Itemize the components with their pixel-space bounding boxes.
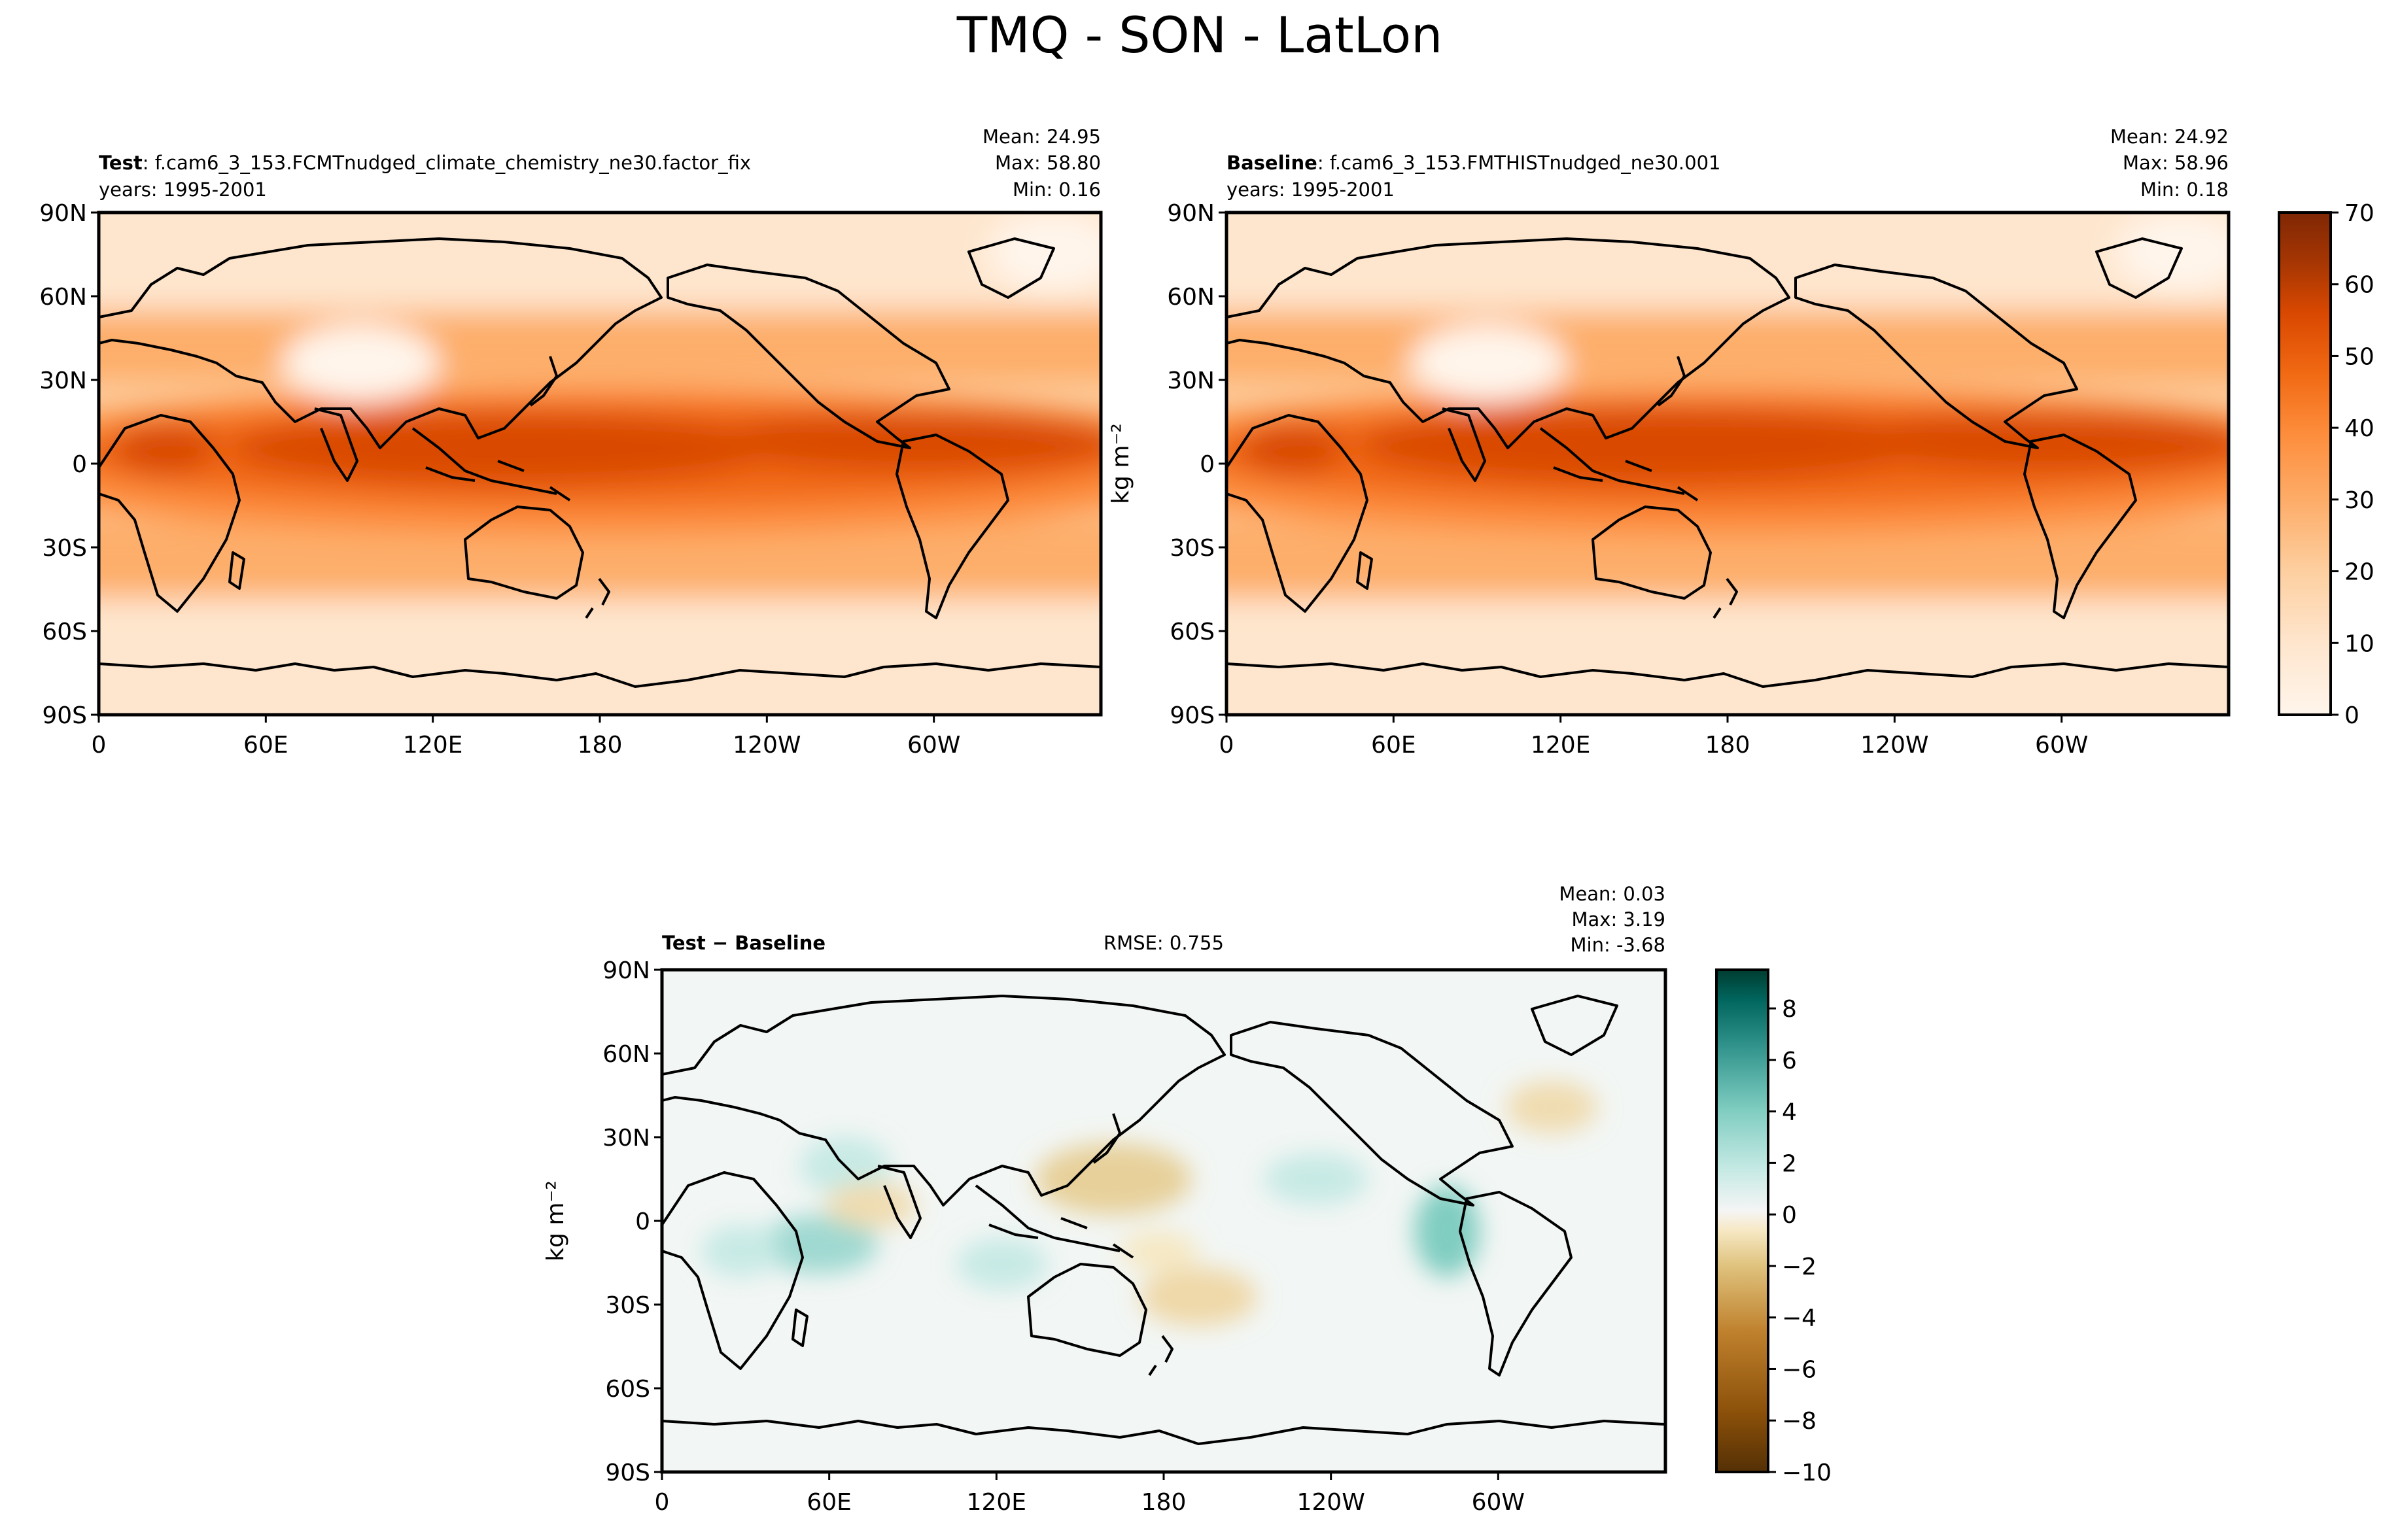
diff-stat-max: Max: 3.19 (1571, 908, 1665, 931)
test-yticks: 90N 60N 30N 0 30S 60S 90S (39, 200, 99, 729)
test-xticks: 0 60E 120E 180 120W 60W (92, 715, 960, 759)
baseline-ytick-label: 90S (1170, 702, 1215, 729)
test-ytick-label: 90S (42, 702, 87, 729)
field-colorbar-tick-label: 40 (2344, 415, 2374, 442)
field-colorbar-tick-label: 50 (2344, 343, 2374, 370)
baseline-map (1226, 213, 2229, 715)
diff-xticks: 0 60E 120E 180 120W 60W (655, 1472, 1525, 1516)
baseline-xtick-label: 0 (1219, 732, 1234, 759)
diff-colorbar-tick-label: 8 (1782, 996, 1797, 1023)
field-colorbar-tick-label: 30 (2344, 487, 2374, 514)
baseline-xtick-label: 120E (1531, 732, 1590, 759)
difference-panel: Test − Baseline RMSE: 0.755 Mean: 0.03 M… (542, 883, 1832, 1516)
baseline-xtick-label: 180 (1705, 732, 1750, 759)
diff-xtick-label: 0 (655, 1489, 670, 1516)
test-ytick-label: 60N (39, 284, 87, 311)
baseline-yticks: 90N 60N 30N 0 30S 60S 90S (1167, 200, 1226, 729)
baseline-xtick-label: 60E (1371, 732, 1416, 759)
baseline-ytick-label: 60N (1167, 284, 1215, 311)
diff-ytick-label: 90S (605, 1460, 650, 1486)
diff-colorbar-frame (1715, 968, 1769, 1473)
diff-xtick-label: 180 (1141, 1489, 1187, 1516)
test-ytick-label: 90N (39, 200, 87, 227)
test-xtick-label: 60E (243, 732, 288, 759)
field-colorbar-frame (2278, 211, 2332, 716)
baseline-xtick-label: 60W (2035, 732, 2088, 759)
diff-colorbar-tick-label: −10 (1782, 1460, 1832, 1486)
diff-xtick-label: 60W (1472, 1489, 1525, 1516)
test-panel: Test: f.cam6_3_153.FCMTnudged_climate_ch… (39, 126, 1103, 759)
test-ytick-label: 30S (42, 535, 87, 562)
baseline-title: Baseline: f.cam6_3_153.FMTHISTnudged_ne3… (1226, 152, 1720, 174)
test-stat-min: Min: 0.16 (1013, 179, 1101, 201)
diff-colorbar-tick-label: 2 (1782, 1150, 1797, 1177)
diff-stat-min: Min: -3.68 (1571, 934, 1665, 956)
diff-ytick-label: 30S (605, 1292, 650, 1319)
baseline-ylabel: kg m⁻² (1107, 423, 1134, 504)
diff-stat-mean: Mean: 0.03 (1559, 883, 1665, 905)
diff-colorbar-tick-label: −4 (1782, 1305, 1817, 1332)
diff-ytick-label: 60S (605, 1376, 650, 1403)
diff-ytick-label: 90N (602, 957, 650, 984)
baseline-ytick-label: 30N (1167, 368, 1215, 394)
diff-rmse: RMSE: 0.755 (1104, 932, 1224, 954)
diff-colorbar-tick-label: 6 (1782, 1048, 1797, 1074)
field-colorbar-tick-label: 70 (2344, 200, 2374, 227)
baseline-xtick-label: 120W (1860, 732, 1928, 759)
diff-ytick-label: 0 (635, 1208, 650, 1235)
diff-colorbar: 8 6 4 2 0 −2 −4 −6 −8 −10 (1715, 968, 1832, 1486)
test-ytick-label: 30N (39, 368, 87, 394)
test-stat-mean: Mean: 24.95 (983, 126, 1101, 148)
field-colorbar-tick-label: 10 (2344, 630, 2374, 657)
baseline-panel: Baseline: f.cam6_3_153.FMTHISTnudged_ne3… (1107, 126, 2374, 759)
test-xtick-label: 180 (578, 732, 623, 759)
test-ytick-label: 0 (72, 451, 87, 478)
field-colorbar-tick-label: 60 (2344, 272, 2374, 299)
field-colorbar: 0 10 20 30 40 50 60 70 (2278, 200, 2374, 729)
baseline-ytick-label: 0 (1200, 451, 1215, 478)
test-title-rest: : f.cam6_3_153.FCMTnudged_climate_chemis… (143, 152, 751, 174)
baseline-stat-mean: Mean: 24.92 (2110, 126, 2229, 148)
diff-map (662, 970, 1665, 1472)
test-xtick-label: 0 (92, 732, 107, 759)
diff-ytick-label: 30N (602, 1125, 650, 1152)
test-xtick-label: 60W (907, 732, 960, 759)
test-title-bold: Test (99, 152, 143, 174)
baseline-ytick-label: 60S (1170, 619, 1215, 645)
diff-title: Test − Baseline (662, 932, 826, 954)
baseline-xticks: 0 60E 120E 180 120W 60W (1219, 715, 2088, 759)
diff-xtick-label: 120E (967, 1489, 1026, 1516)
field-colorbar-ticks: 0 10 20 30 40 50 60 70 (2331, 200, 2374, 729)
diff-colorbar-tick-label: −8 (1782, 1408, 1817, 1435)
field-colorbar-tick-label: 20 (2344, 559, 2374, 586)
baseline-title-rest: : f.cam6_3_153.FMTHISTnudged_ne30.001 (1317, 152, 1721, 174)
test-map (99, 213, 1101, 715)
diff-colorbar-tick-label: 4 (1782, 1099, 1797, 1126)
baseline-stat-min: Min: 0.18 (2140, 179, 2229, 201)
diff-colorbar-tick-label: −2 (1782, 1254, 1817, 1280)
baseline-years: years: 1995-2001 (1226, 179, 1395, 201)
baseline-ytick-label: 90N (1167, 200, 1215, 227)
test-xtick-label: 120W (733, 732, 801, 759)
test-ytick-label: 60S (42, 619, 87, 645)
diff-xtick-label: 60E (807, 1489, 852, 1516)
field-colorbar-tick-label: 0 (2344, 702, 2359, 729)
diff-ylabel: kg m⁻² (542, 1180, 569, 1261)
baseline-title-bold: Baseline (1226, 152, 1317, 174)
test-years: years: 1995-2001 (99, 179, 267, 201)
diff-colorbar-tick-label: −6 (1782, 1356, 1817, 1383)
diff-colorbar-ticks: 8 6 4 2 0 −2 −4 −6 −8 −10 (1768, 996, 1832, 1486)
test-stat-max: Max: 58.80 (995, 152, 1101, 174)
diff-yticks: 90N 60N 30N 0 30S 60S 90S (602, 957, 662, 1486)
test-xtick-label: 120E (403, 732, 462, 759)
baseline-ytick-label: 30S (1170, 535, 1215, 562)
diff-xtick-label: 120W (1297, 1489, 1365, 1516)
baseline-stat-max: Max: 58.96 (2123, 152, 2229, 174)
diff-ytick-label: 60N (602, 1041, 650, 1068)
test-title: Test: f.cam6_3_153.FCMTnudged_climate_ch… (99, 152, 751, 174)
figure-title: TMQ - SON - LatLon (956, 6, 1443, 64)
diff-colorbar-tick-label: 0 (1782, 1202, 1797, 1229)
